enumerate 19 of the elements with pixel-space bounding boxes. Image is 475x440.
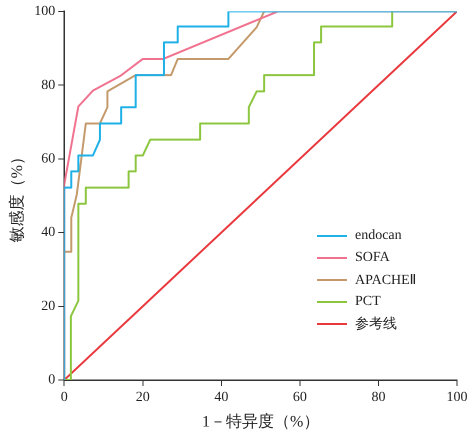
x-tick-label: 100 [446,390,468,406]
legend-label: PCT [355,294,381,310]
y-tick-label: 80 [41,78,56,93]
x-tick-label: 0 [60,390,68,406]
y-tick-label: 40 [41,225,56,240]
x-tick-label: 40 [214,390,228,406]
x-axis-title: 1－特异度（%） [202,412,320,431]
x-tick-label: 80 [371,390,386,406]
x-tick-label: 20 [136,390,150,406]
x-tick-label: 60 [292,390,307,406]
legend-label: 参考线 [355,316,397,333]
y-tick-label: 100 [34,4,56,20]
y-tick-label: 20 [41,298,56,314]
y-axis-title: 敏感度（%） [8,149,26,242]
y-tick-label: 60 [41,152,56,167]
legend-label: APACHEⅡ [355,272,417,289]
legend-label: SOFA [355,250,390,266]
y-tick-label: 0 [48,372,56,388]
legend-label: endocan [355,228,402,244]
